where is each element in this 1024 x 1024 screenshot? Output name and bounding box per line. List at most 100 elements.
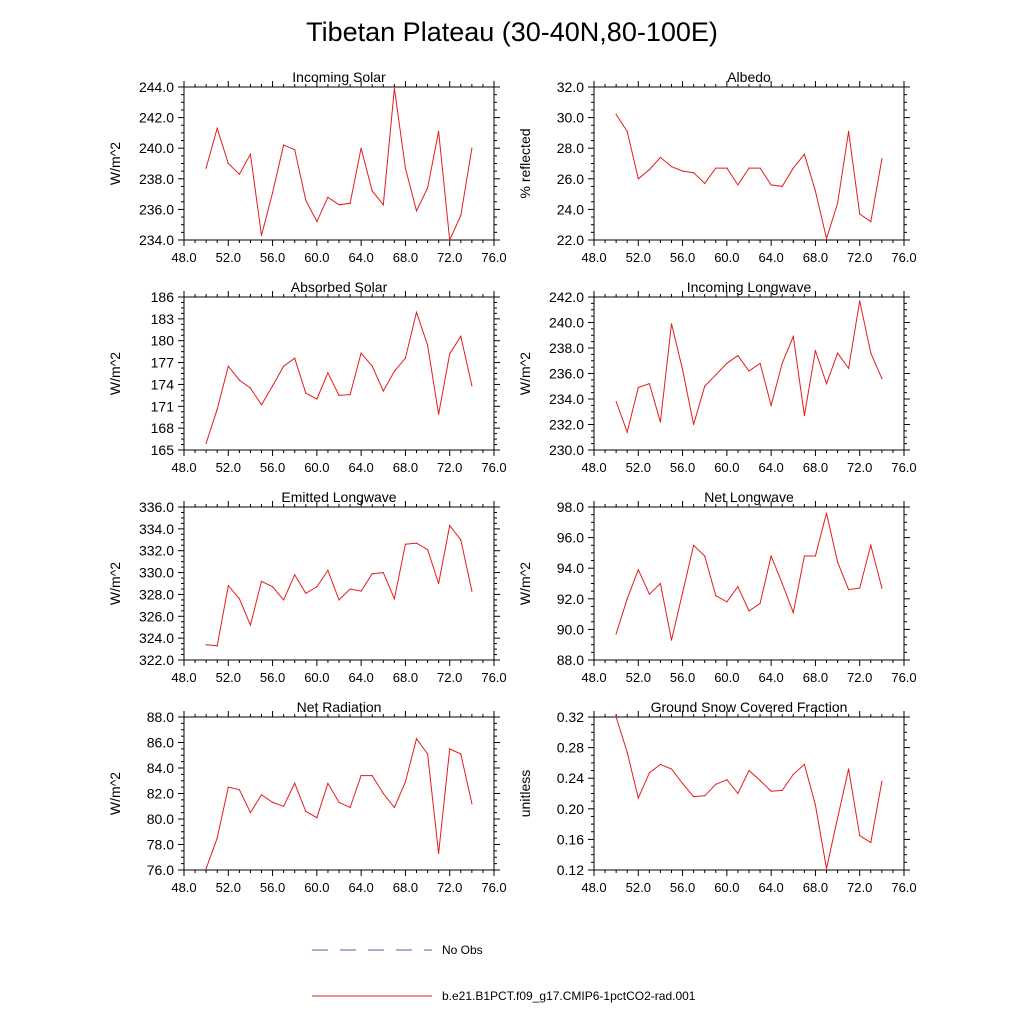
- data-point: [648, 383, 651, 385]
- data-point: [283, 805, 285, 807]
- x-tick-label: 48.0: [581, 250, 606, 265]
- series-line-net-radiation: [205, 737, 473, 869]
- data-point: [249, 387, 251, 389]
- data-point: [859, 835, 861, 837]
- x-tick-label: 48.0: [171, 460, 196, 475]
- x-tick-label: 52.0: [216, 250, 241, 265]
- data-point: [870, 544, 872, 546]
- plot-frame: [593, 296, 905, 451]
- y-tick-label: 94.0: [557, 560, 584, 576]
- data-point: [825, 237, 828, 240]
- y-axis-label: W/m^2: [107, 352, 123, 395]
- data-point: [260, 234, 263, 236]
- data-point: [726, 779, 728, 781]
- data-point: [659, 763, 662, 766]
- data-point: [848, 768, 850, 770]
- data-point: [726, 601, 728, 603]
- x-tick-label: 72.0: [847, 250, 872, 265]
- data-point: [393, 370, 395, 372]
- data-point: [260, 404, 263, 406]
- x-tick-label: 64.0: [348, 880, 373, 895]
- data-point: [881, 378, 883, 380]
- x-tick-label: 52.0: [216, 460, 241, 475]
- y-tick-label: 180: [151, 333, 175, 349]
- y-tick-label: 78.0: [147, 837, 174, 853]
- x-tick-label: 48.0: [171, 250, 196, 265]
- panel-title: Net Longwave: [704, 489, 794, 505]
- series-line-incoming-longwave: [615, 300, 883, 434]
- data-point: [848, 130, 850, 132]
- x-tick-label: 60.0: [304, 670, 329, 685]
- data-point: [382, 390, 384, 392]
- y-axis-label: W/m^2: [517, 352, 533, 395]
- data-point: [803, 555, 806, 557]
- data-point: [792, 167, 794, 169]
- x-tick-label: 72.0: [437, 880, 462, 895]
- data-point: [438, 413, 440, 415]
- x-tick-label: 76.0: [891, 880, 916, 895]
- data-point: [837, 202, 839, 204]
- data-point: [349, 588, 351, 590]
- y-tick-label: 232.0: [549, 417, 584, 433]
- data-point: [825, 383, 828, 385]
- data-point: [382, 572, 384, 574]
- x-tick-label: 48.0: [581, 670, 606, 685]
- data-point: [748, 370, 750, 372]
- data-point: [216, 408, 218, 410]
- data-point: [737, 792, 739, 795]
- data-point: [427, 549, 429, 551]
- data-point: [283, 144, 285, 146]
- data-point: [427, 344, 429, 346]
- x-tick-label: 76.0: [891, 250, 916, 265]
- x-tick-label: 52.0: [626, 250, 651, 265]
- data-point: [371, 775, 373, 777]
- data-point: [404, 357, 406, 359]
- data-point: [249, 153, 251, 155]
- x-tick-label: 64.0: [758, 460, 783, 475]
- data-point: [316, 817, 318, 819]
- x-tick-label: 48.0: [581, 880, 606, 895]
- data-point: [615, 113, 617, 116]
- panel-ground-snow-covered-fraction: 48.0 52.0 56.0 60.0 64.0 68.0 72.0 76.0 0.12 0.16…: [517, 699, 917, 895]
- y-tick-label: 336.0: [139, 499, 174, 515]
- data-point: [227, 162, 229, 165]
- data-point: [704, 555, 706, 557]
- x-tick-label: 60.0: [304, 880, 329, 895]
- data-point: [338, 599, 340, 601]
- x-tick-label: 60.0: [304, 250, 329, 265]
- data-point: [693, 423, 695, 426]
- data-point: [205, 442, 207, 444]
- x-tick-label: 56.0: [670, 460, 695, 475]
- data-point: [294, 574, 296, 576]
- y-tick-label: 236.0: [549, 366, 584, 382]
- x-tick-label: 56.0: [260, 250, 285, 265]
- data-point: [715, 167, 717, 169]
- x-tick-label: 68.0: [393, 880, 418, 895]
- legend: No Obs b.e21.B1PCT.f09_g17.CMIP6-1pctCO2…: [312, 943, 696, 1003]
- figure-title: Tibetan Plateau (30-40N,80-100E): [306, 17, 718, 47]
- y-tick-label: 88.0: [557, 652, 584, 668]
- data-point: [814, 555, 817, 557]
- y-tick-label: 332.0: [139, 543, 174, 559]
- data-point: [670, 323, 673, 325]
- y-tick-label: 242.0: [139, 110, 174, 126]
- x-tick-label: 60.0: [714, 460, 739, 475]
- data-point: [471, 803, 473, 805]
- data-point: [349, 394, 351, 396]
- data-point: [759, 362, 761, 364]
- panel-incoming-solar: 48.0 52.0 56.0 60.0 64.0 68.0 72.0 76.0 234.0 236…: [107, 69, 507, 265]
- x-tick-label: 72.0: [437, 670, 462, 685]
- y-tick-label: 96.0: [557, 530, 584, 546]
- data-point: [238, 173, 240, 175]
- data-point: [205, 868, 207, 870]
- data-point: [371, 573, 373, 575]
- y-tick-label: 86.0: [147, 735, 174, 751]
- data-point: [460, 539, 462, 541]
- data-point: [349, 202, 351, 204]
- y-tick-label: 0.24: [557, 770, 584, 786]
- data-point: [837, 817, 839, 819]
- data-point: [238, 379, 240, 381]
- data-point: [260, 580, 263, 582]
- panel-title: Absorbed Solar: [291, 279, 388, 295]
- data-point: [471, 385, 473, 387]
